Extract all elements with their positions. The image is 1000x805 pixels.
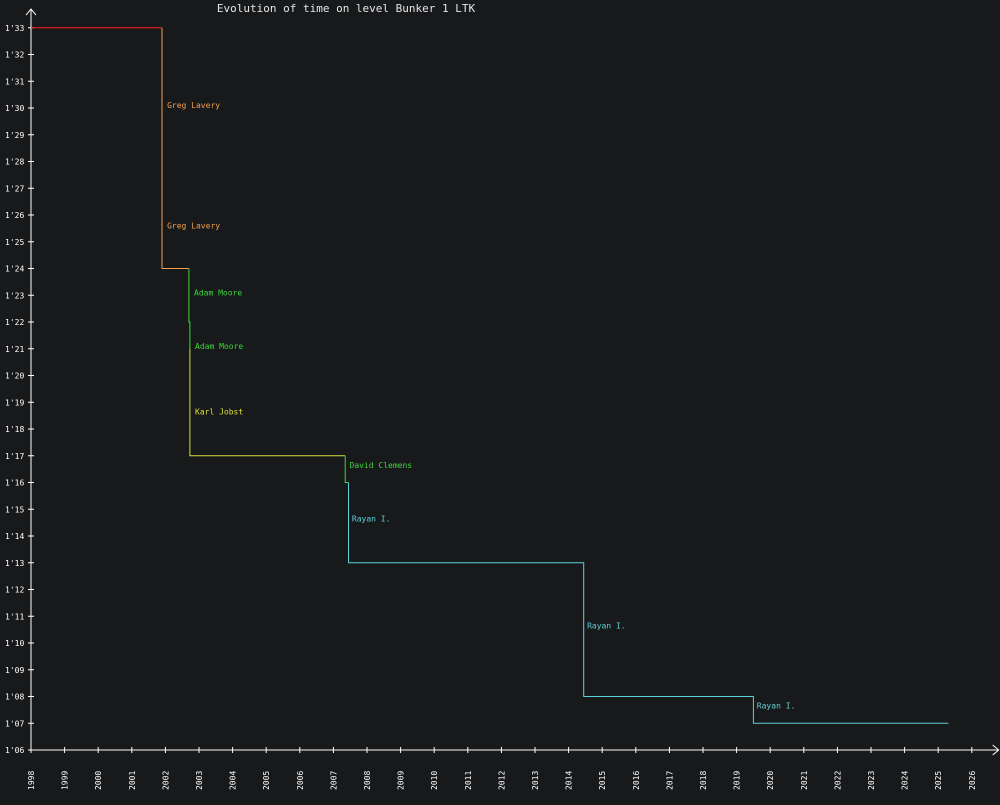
axes: 1'06 1'07 1'08 1'09 1'10 1'11 1'12 1'13 1'14 1'15… xyxy=(5,8,1000,790)
y-tick-label: 1'06 xyxy=(5,746,24,755)
x-tick-label: 2014 xyxy=(565,771,574,790)
x-tick-label: 2012 xyxy=(497,771,506,790)
y-tick-label: 1'22 xyxy=(5,318,24,327)
y-tick-label: 1'21 xyxy=(5,345,24,354)
y-tick-label: 1'10 xyxy=(5,639,24,648)
record-holder-label: Rayan I. xyxy=(587,621,626,630)
record-holder-label: Rayan I. xyxy=(352,514,391,523)
x-tick-label: 2024 xyxy=(901,771,910,790)
x-tick-label: 2000 xyxy=(94,771,103,790)
record-holder-label: Adam Moore xyxy=(194,288,242,297)
series-line xyxy=(348,482,949,724)
record-holder-label: Greg Lavery xyxy=(167,221,220,230)
x-tick-label: 1998 xyxy=(27,771,36,790)
x-tick-label: 2011 xyxy=(464,771,473,790)
y-tick-label: 1'16 xyxy=(5,479,24,488)
x-tick-label: 2001 xyxy=(128,771,137,790)
x-tick-label: 2010 xyxy=(430,771,439,790)
y-tick-label: 1'24 xyxy=(5,265,24,274)
y-tick-label: 1'26 xyxy=(5,211,24,220)
x-axis-arrow xyxy=(992,744,1000,756)
y-tick-label: 1'15 xyxy=(5,505,24,514)
y-tick-label: 1'13 xyxy=(5,559,24,568)
x-tick-label: 2015 xyxy=(598,771,607,790)
record-holder-label: Rayan I. xyxy=(757,702,796,711)
x-tick-label: 2026 xyxy=(968,771,977,790)
y-tick-label: 1'18 xyxy=(5,425,24,434)
x-tick-label: 2018 xyxy=(699,771,708,790)
series-line xyxy=(161,27,189,269)
y-tick-label: 1'07 xyxy=(5,719,24,728)
y-tick-label: 1'14 xyxy=(5,532,24,541)
y-tick-label: 1'23 xyxy=(5,291,24,300)
chart-title: Evolution of time on level Bunker 1 LTK xyxy=(217,2,476,15)
x-tick-label: 2022 xyxy=(833,771,842,790)
record-holder-label: David Clemens xyxy=(350,461,413,470)
x-tick-label: 1999 xyxy=(61,771,70,790)
series-lines xyxy=(31,27,949,724)
x-tick-label: 2005 xyxy=(262,771,271,790)
x-tick-label: 2021 xyxy=(800,771,809,790)
record-holder-label: Adam Moore xyxy=(195,342,243,351)
y-tick-label: 1'33 xyxy=(5,24,24,33)
y-tick-label: 1'08 xyxy=(5,693,24,702)
x-tick-label: 2019 xyxy=(733,771,742,790)
series-line xyxy=(344,455,349,483)
x-tick-label: 2013 xyxy=(531,771,540,790)
y-tick-label: 1'11 xyxy=(5,612,24,621)
y-tick-label: 1'09 xyxy=(5,666,24,675)
y-tick-label: 1'20 xyxy=(5,372,24,381)
y-tick-label: 1'19 xyxy=(5,398,24,407)
x-tick-label: 2020 xyxy=(766,771,775,790)
y-tick-label: 1'27 xyxy=(5,184,24,193)
x-tick-label: 2016 xyxy=(632,771,641,790)
y-tick-label: 1'12 xyxy=(5,586,24,595)
record-holder-label: Karl Jobst xyxy=(195,407,243,416)
x-tick-label: 2008 xyxy=(363,771,372,790)
annotations: Greg Lavery Greg Lavery Adam Moore Adam Moo… xyxy=(167,101,795,711)
x-tick-label: 2009 xyxy=(397,771,406,790)
y-tick-label: 1'32 xyxy=(5,51,24,60)
y-tick-label: 1'30 xyxy=(5,104,24,113)
y-tick-label: 1'28 xyxy=(5,158,24,167)
x-tick-label: 2006 xyxy=(296,771,305,790)
record-holder-label: Greg Lavery xyxy=(167,101,220,110)
y-tick-label: 1'31 xyxy=(5,77,24,86)
y-axis-arrow xyxy=(25,8,37,16)
y-tick-label: 1'17 xyxy=(5,452,24,461)
series-line xyxy=(188,268,191,349)
y-tick-label: 1'25 xyxy=(5,238,24,247)
x-tick-label: 2004 xyxy=(229,771,238,790)
x-tick-label: 2017 xyxy=(665,771,674,790)
y-tick-label: 1'29 xyxy=(5,131,24,140)
x-tick-label: 2003 xyxy=(195,771,204,790)
x-tick-label: 2007 xyxy=(329,771,338,790)
series-line xyxy=(189,348,346,457)
x-tick-label: 2023 xyxy=(867,771,876,790)
x-tick-label: 2002 xyxy=(161,771,170,790)
x-tick-label: 2025 xyxy=(934,771,943,790)
